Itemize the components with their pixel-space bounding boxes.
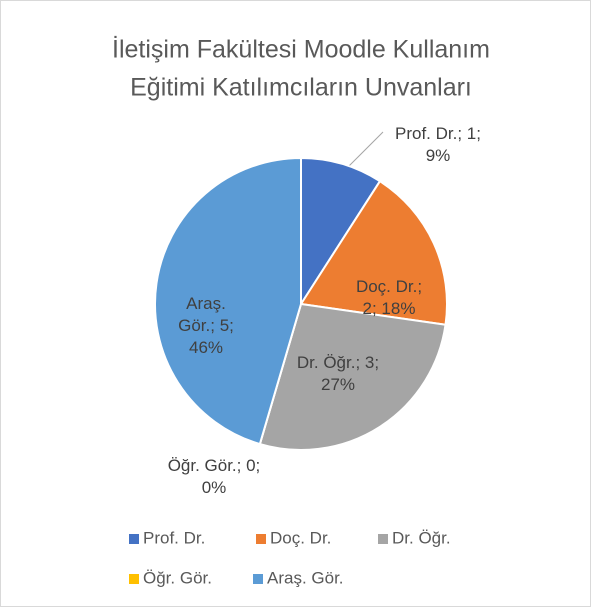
- data-label: Dr. Öğr.; 3; 27%: [296, 352, 380, 394]
- legend-label: Prof. Dr.: [143, 528, 205, 547]
- leader-line: [345, 131, 384, 170]
- pie-slice: [299, 179, 448, 326]
- chart-title: İletişim Fakültesi Moodle Kullanım: [112, 35, 490, 64]
- data-label: Öğr. Gör.; 0; 0%: [167, 455, 261, 497]
- legend-label: Dr. Öğr.: [392, 528, 451, 547]
- legend-swatch: [378, 534, 388, 544]
- legend-swatch: [253, 574, 263, 584]
- pie-slice: [258, 302, 447, 451]
- legend-swatch: [129, 534, 139, 544]
- legend-swatch: [129, 574, 139, 584]
- legend-label: Doç. Dr.: [270, 528, 331, 547]
- data-label: Doç. Dr.; 2; 18%: [355, 276, 423, 318]
- data-label: Araş. Gör.; 5; 46%: [178, 293, 234, 358]
- chart-title: Eğitimi Katılımcıların Unvanları: [130, 74, 472, 102]
- pie-slice: [154, 156, 302, 446]
- legend-swatch: [256, 534, 266, 544]
- data-label: Prof. Dr.; 1; 9%: [395, 123, 481, 165]
- legend-label: Araş. Gör.: [267, 568, 344, 587]
- legend-label: Öğr. Gör.: [143, 568, 212, 587]
- pie-slice: [300, 156, 382, 308]
